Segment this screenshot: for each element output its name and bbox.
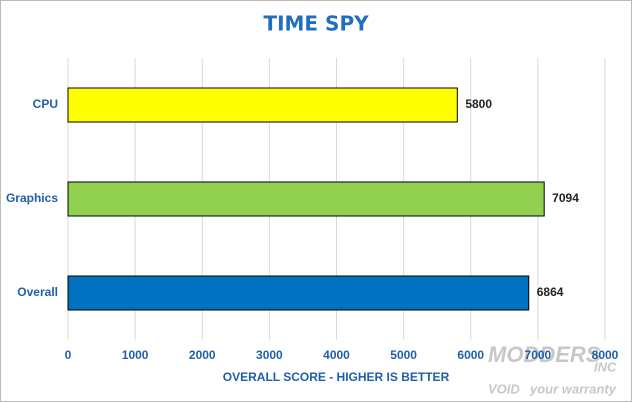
x-tick-label: 0: [65, 348, 72, 362]
x-tick-label: 1000: [122, 348, 149, 362]
x-tick-label: 3000: [256, 348, 283, 362]
bar: [67, 275, 530, 311]
value-label: 5800: [465, 97, 492, 111]
x-tick-label: 6000: [457, 348, 484, 362]
x-axis-title: OVERALL SCORE - HIGHER IS BETTER: [223, 370, 450, 384]
watermark: your warranty: [529, 381, 617, 396]
y-tick-label: Overall: [17, 285, 58, 299]
x-tick-label: 2000: [189, 348, 216, 362]
x-tick-label: 4000: [323, 348, 350, 362]
watermark: INC: [594, 359, 617, 374]
x-tick-label: 7000: [525, 348, 552, 362]
y-tick-label: Graphics: [6, 191, 58, 205]
watermark: VOID: [488, 381, 520, 396]
x-tick-label: 8000: [592, 348, 619, 362]
y-tick-label: CPU: [33, 97, 58, 111]
bar: [67, 181, 545, 217]
x-tick-label: 5000: [390, 348, 417, 362]
bar: [67, 87, 458, 123]
chart-title: TIME SPY: [263, 12, 369, 36]
watermark: MODDERS: [488, 342, 601, 367]
value-label: 7094: [552, 191, 579, 205]
value-label: 6864: [537, 285, 564, 299]
